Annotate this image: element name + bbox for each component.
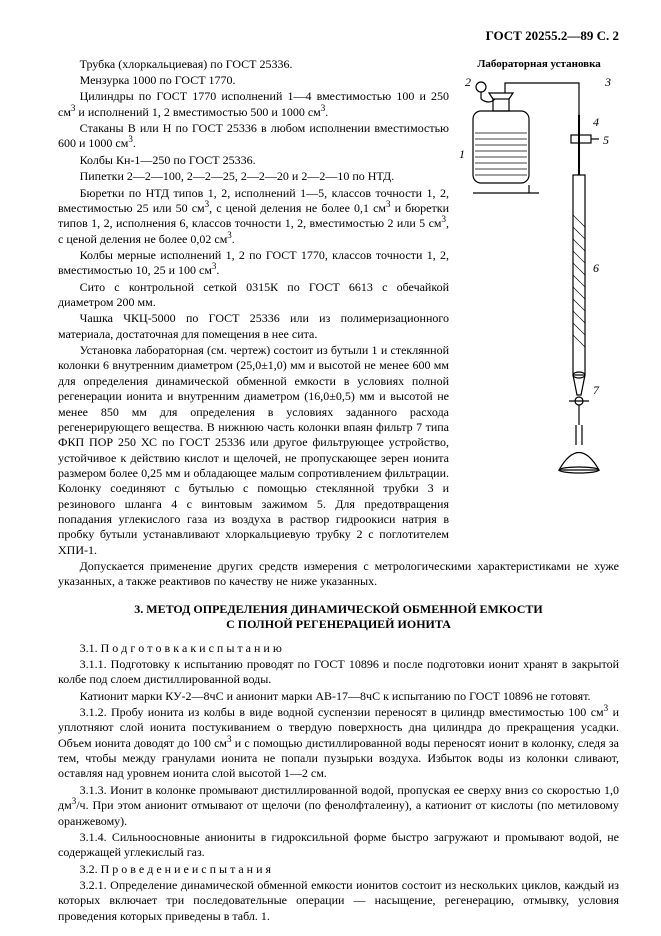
section-3-title: 3. МЕТОД ОПРЕДЕЛЕНИЯ ДИНАМИЧЕСКОЙ ОБМЕНН…: [58, 602, 619, 633]
fig-label-6: 6: [593, 261, 599, 276]
para-tube: Трубка (хлоркальциевая) по ГОСТ 25336.: [58, 57, 449, 72]
text: 3.1.2. Пробу ионита из колбы в виде водн…: [80, 705, 604, 719]
fig-label-3: 3: [605, 75, 611, 90]
s31: 3.1. П о д г о т о в к а к и с п ы т а н…: [58, 641, 619, 656]
para-kolby-mernye: Колбы мерные исполнений 1, 2 по ГОСТ 177…: [58, 248, 449, 279]
para-ustanovka: Установка лабораторная (см. чертеж) сост…: [58, 343, 449, 558]
title-line-1: 3. МЕТОД ОПРЕДЕЛЕНИЯ ДИНАМИЧЕСКОЙ ОБМЕНН…: [134, 602, 543, 616]
title-line-2: С ПОЛНОЙ РЕГЕНЕРАЦИЕЙ ИОНИТА: [226, 617, 451, 631]
text: Стаканы В или Н по ГОСТ 25336 в любом ис…: [58, 121, 449, 150]
s314: 3.1.4. Сильноосновные аниониты в гидрокс…: [58, 830, 619, 861]
fig-label-4: 4: [593, 115, 599, 130]
fig-label-7: 7: [593, 383, 599, 398]
doc-id-header: ГОСТ 20255.2—89 С. 2: [58, 28, 619, 45]
s313: 3.1.3. Ионит в колонке промывают дистилл…: [58, 783, 619, 829]
fig-label-1: 1: [459, 147, 465, 162]
text: , с ценой деления не более 0,1 см: [209, 201, 386, 215]
page: ГОСТ 20255.2—89 С. 2 Лабораторная устано…: [0, 0, 661, 936]
para-pipetki: Пипетки 2—2—100, 2—2—25, 2—2—20 и 2—2—10…: [58, 169, 449, 184]
lab-setup-figure: 1 2 3 4 5 6 7: [459, 75, 619, 475]
para-stakany: Стаканы В или Н по ГОСТ 25336 в любом ис…: [58, 121, 449, 152]
s311: 3.1.1. Подготовку к испытанию проводят п…: [58, 657, 619, 688]
para-cylinders: Цилиндры по ГОСТ 1770 исполнений 1—4 вме…: [58, 89, 449, 120]
s311b: Катионит марки КУ-2—8чС и анионит марки …: [58, 689, 619, 704]
para-kolby-kn: Колбы Кн-1—250 по ГОСТ 25336.: [58, 153, 449, 168]
text: Колбы мерные исполнений 1, 2 по ГОСТ 177…: [58, 248, 449, 277]
para-chashka: Чашка ЧКЦ-5000 по ГОСТ 25336 или из поли…: [58, 311, 449, 342]
fig-label-2: 2: [465, 75, 471, 90]
para-buretki: Бюретки по НТД типов 1, 2, исполнений 1—…: [58, 186, 449, 247]
text: /ч. При этом анионит отмывают от щелочи …: [58, 798, 619, 827]
para-dopusk: Допускается применение других средств из…: [58, 559, 619, 590]
fig-label-5: 5: [603, 133, 609, 148]
figure-caption: Лабораторная установка: [459, 57, 619, 71]
body: Лабораторная установка: [58, 57, 619, 924]
s312: 3.1.2. Пробу ионита из колбы в виде водн…: [58, 705, 619, 782]
para-menzurka: Мензурка 1000 по ГОСТ 1770.: [58, 73, 449, 88]
s321: 3.2.1. Определение динамической обменной…: [58, 878, 619, 924]
text: и исполнений 1, 2 вместимостью 500 и 100…: [75, 105, 320, 119]
s32: 3.2. П р о в е д е н и е и с п ы т а н и…: [58, 862, 619, 877]
para-sito: Сито с контрольной сеткой 0315К по ГОСТ …: [58, 280, 449, 311]
